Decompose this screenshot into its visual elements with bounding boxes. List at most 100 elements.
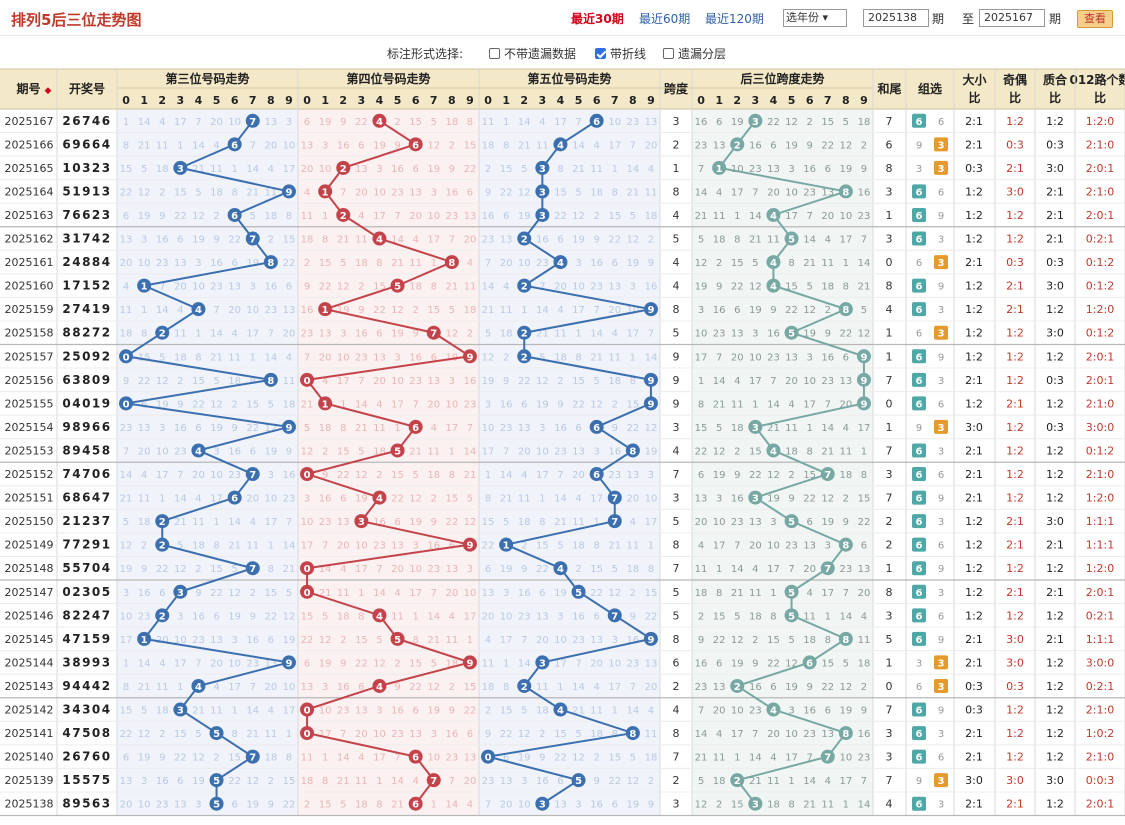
from-period-input[interactable]: 2025138 (863, 9, 929, 27)
digit-ball (336, 207, 351, 222)
omission-cell: 21 (192, 706, 205, 717)
digit-ball-label: 1 (322, 305, 329, 316)
omission-cell: 1 (213, 517, 219, 528)
digit-ball (300, 584, 315, 599)
omission-cell: 17 (373, 753, 386, 764)
omission-cell: 15 (228, 753, 241, 764)
omission-cell: 4 (593, 682, 599, 693)
omission-cell: 10 (373, 187, 386, 198)
omission-cell: 7 (304, 352, 310, 363)
omission-cell: 11 (264, 187, 277, 198)
omission-cell: 20 (536, 635, 549, 646)
view-button[interactable]: 查看 (1077, 10, 1113, 28)
omission-cell: 17 (731, 729, 744, 740)
digit-ball-label: 3 (539, 211, 546, 222)
omission-cell: 1 (231, 164, 237, 175)
draw-number: 55704 (62, 561, 111, 575)
omission-cell: 23 (590, 282, 603, 293)
omission-cell: 5 (213, 376, 219, 387)
omission-cell: 14 (803, 235, 816, 246)
omission-cell: 8 (612, 187, 618, 198)
digit-ball-label: 7 (249, 470, 256, 481)
omission-cell: 21 (608, 541, 621, 552)
year-select[interactable]: 选年份 ▾ (783, 9, 847, 27)
omission-cell: 8 (123, 140, 129, 151)
big-small-cell: 2:1 (965, 374, 983, 387)
road012-cell: 1:0:2 (1086, 727, 1114, 740)
road012-cell: 1:2:0 (1086, 303, 1114, 316)
omission-cell: 6 (177, 235, 183, 246)
digit-ball (209, 726, 224, 741)
omission-cell: 23 (228, 470, 241, 481)
omission-cell: 10 (785, 187, 798, 198)
omission-cell: 15 (482, 517, 495, 528)
omission-cell: 3 (376, 706, 382, 717)
omission-cell: 21 (355, 423, 368, 434)
omission-cell: 23 (445, 753, 458, 764)
checkbox-layer[interactable] (663, 48, 674, 59)
tab-recent-120[interactable]: 最近120期 (705, 12, 764, 26)
prime-comp-cell: 1:2 (1046, 350, 1064, 363)
tab-recent-60[interactable]: 最近60期 (639, 12, 691, 26)
omission-cell: 10 (767, 541, 780, 552)
omission-cell: 5 (195, 187, 201, 198)
omission-cell: 18 (464, 305, 477, 316)
odd-even-cell: 1:2 (1006, 115, 1024, 128)
omission-cell: 19 (319, 658, 332, 669)
period-cell: 2025145 (5, 633, 54, 646)
omission-cell: 14 (572, 682, 585, 693)
digit-ball (535, 655, 550, 670)
omission-cell: 9 (195, 588, 201, 599)
digit-ball-label: 2 (159, 517, 166, 528)
option-layer[interactable]: 遗漏分层 (663, 45, 726, 62)
omission-cell: 17 (839, 235, 852, 246)
digit-ball-label: 4 (195, 446, 202, 457)
omission-cell: 15 (138, 352, 151, 363)
omission-cell: 15 (731, 800, 744, 811)
omission-cell: 9 (449, 164, 455, 175)
digit-ball-label: 3 (177, 164, 184, 175)
option-no-omission[interactable]: 不带遗漏数据 (489, 45, 576, 62)
omission-cell: 3 (177, 611, 183, 622)
omission-cell: 18 (500, 329, 513, 340)
omission-cell: 16 (445, 187, 458, 198)
road012-cell: 1:1:1 (1086, 539, 1114, 552)
omission-cell: 6 (141, 399, 147, 410)
omission-cell: 20 (373, 376, 386, 387)
omission-cell: 10 (319, 706, 332, 717)
tab-recent-30[interactable]: 最近30期 (571, 12, 624, 26)
digit-ball (263, 372, 278, 387)
omission-cell: 19 (120, 564, 133, 575)
road012-cell: 1:1:1 (1086, 515, 1114, 528)
digit-ball-label: 7 (611, 494, 618, 505)
omission-cell: 1 (630, 352, 636, 363)
option-line[interactable]: 带折线 (595, 45, 646, 62)
omission-cell: 16 (695, 117, 708, 128)
page-title: 排列5后三位走势图 (11, 11, 142, 29)
checkbox-line[interactable] (595, 48, 606, 59)
omission-cell: 3 (788, 164, 794, 175)
omission-cell: 23 (337, 706, 350, 717)
omission-cell: 5 (575, 187, 581, 198)
omission-cell: 21 (803, 800, 816, 811)
omission-cell: 18 (695, 588, 708, 599)
to-period-input[interactable]: 2025167 (979, 9, 1045, 27)
draw-number: 34304 (62, 703, 111, 717)
omission-cell: 4 (861, 611, 867, 622)
group-badge (912, 749, 926, 764)
group-badge (912, 207, 926, 222)
sum-tail-cell: 8 (886, 586, 893, 599)
qi-label: 期 (932, 12, 945, 26)
digit-header: 0 (303, 94, 311, 107)
big-small-cell: 0:3 (965, 680, 983, 693)
omission-cell: 8 (630, 376, 636, 387)
omission-cell: 8 (557, 164, 563, 175)
omission-cell: 17 (554, 658, 567, 669)
digit-ball (571, 584, 586, 599)
checkbox-no-omission[interactable] (489, 48, 500, 59)
omission-cell: 14 (731, 564, 744, 575)
omission-cell: 4 (358, 211, 364, 222)
prime-comp-cell: 3:0 (1046, 327, 1064, 340)
draw-number: 51913 (62, 184, 111, 198)
digit-ball-label: 8 (842, 541, 849, 552)
